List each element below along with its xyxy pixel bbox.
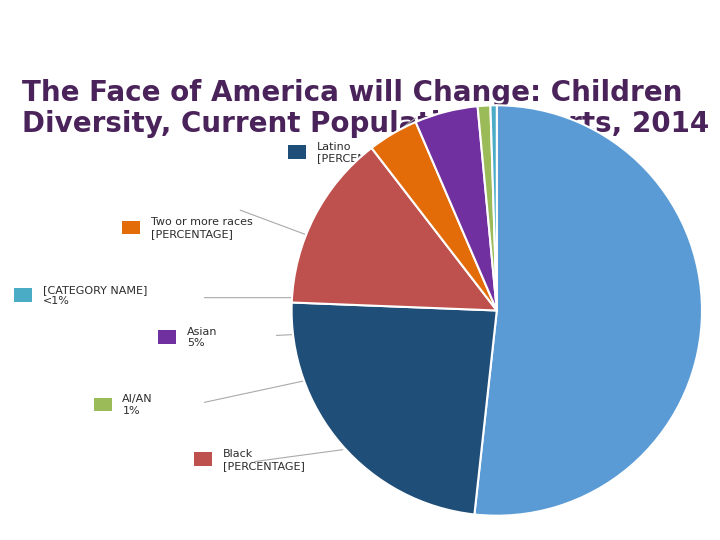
FancyBboxPatch shape <box>122 221 140 234</box>
FancyBboxPatch shape <box>288 145 306 159</box>
Wedge shape <box>477 105 497 310</box>
FancyBboxPatch shape <box>94 397 112 411</box>
Text: Two or more races
[PERCENTAGE]: Two or more races [PERCENTAGE] <box>151 217 253 239</box>
Text: Black
[PERCENTAGE]: Black [PERCENTAGE] <box>223 449 305 470</box>
Wedge shape <box>292 302 497 515</box>
FancyBboxPatch shape <box>158 330 176 344</box>
FancyBboxPatch shape <box>194 453 212 466</box>
Text: [CATEGORY NAME]
<1%: [CATEGORY NAME] <1% <box>43 285 148 306</box>
Wedge shape <box>415 106 497 310</box>
Text: AI/AN
1%: AI/AN 1% <box>122 394 153 416</box>
FancyBboxPatch shape <box>14 288 32 302</box>
Wedge shape <box>490 105 497 310</box>
Text: The Face of America will Change: Children
Diversity, Current Population Reports,: The Face of America will Change: Childre… <box>22 79 709 138</box>
Wedge shape <box>372 122 497 310</box>
Wedge shape <box>292 148 497 310</box>
Wedge shape <box>474 105 702 516</box>
Text: Asian
5%: Asian 5% <box>187 327 217 348</box>
Text: Latino
[PERCENTAGE]: Latino [PERCENTAGE] <box>317 141 399 163</box>
